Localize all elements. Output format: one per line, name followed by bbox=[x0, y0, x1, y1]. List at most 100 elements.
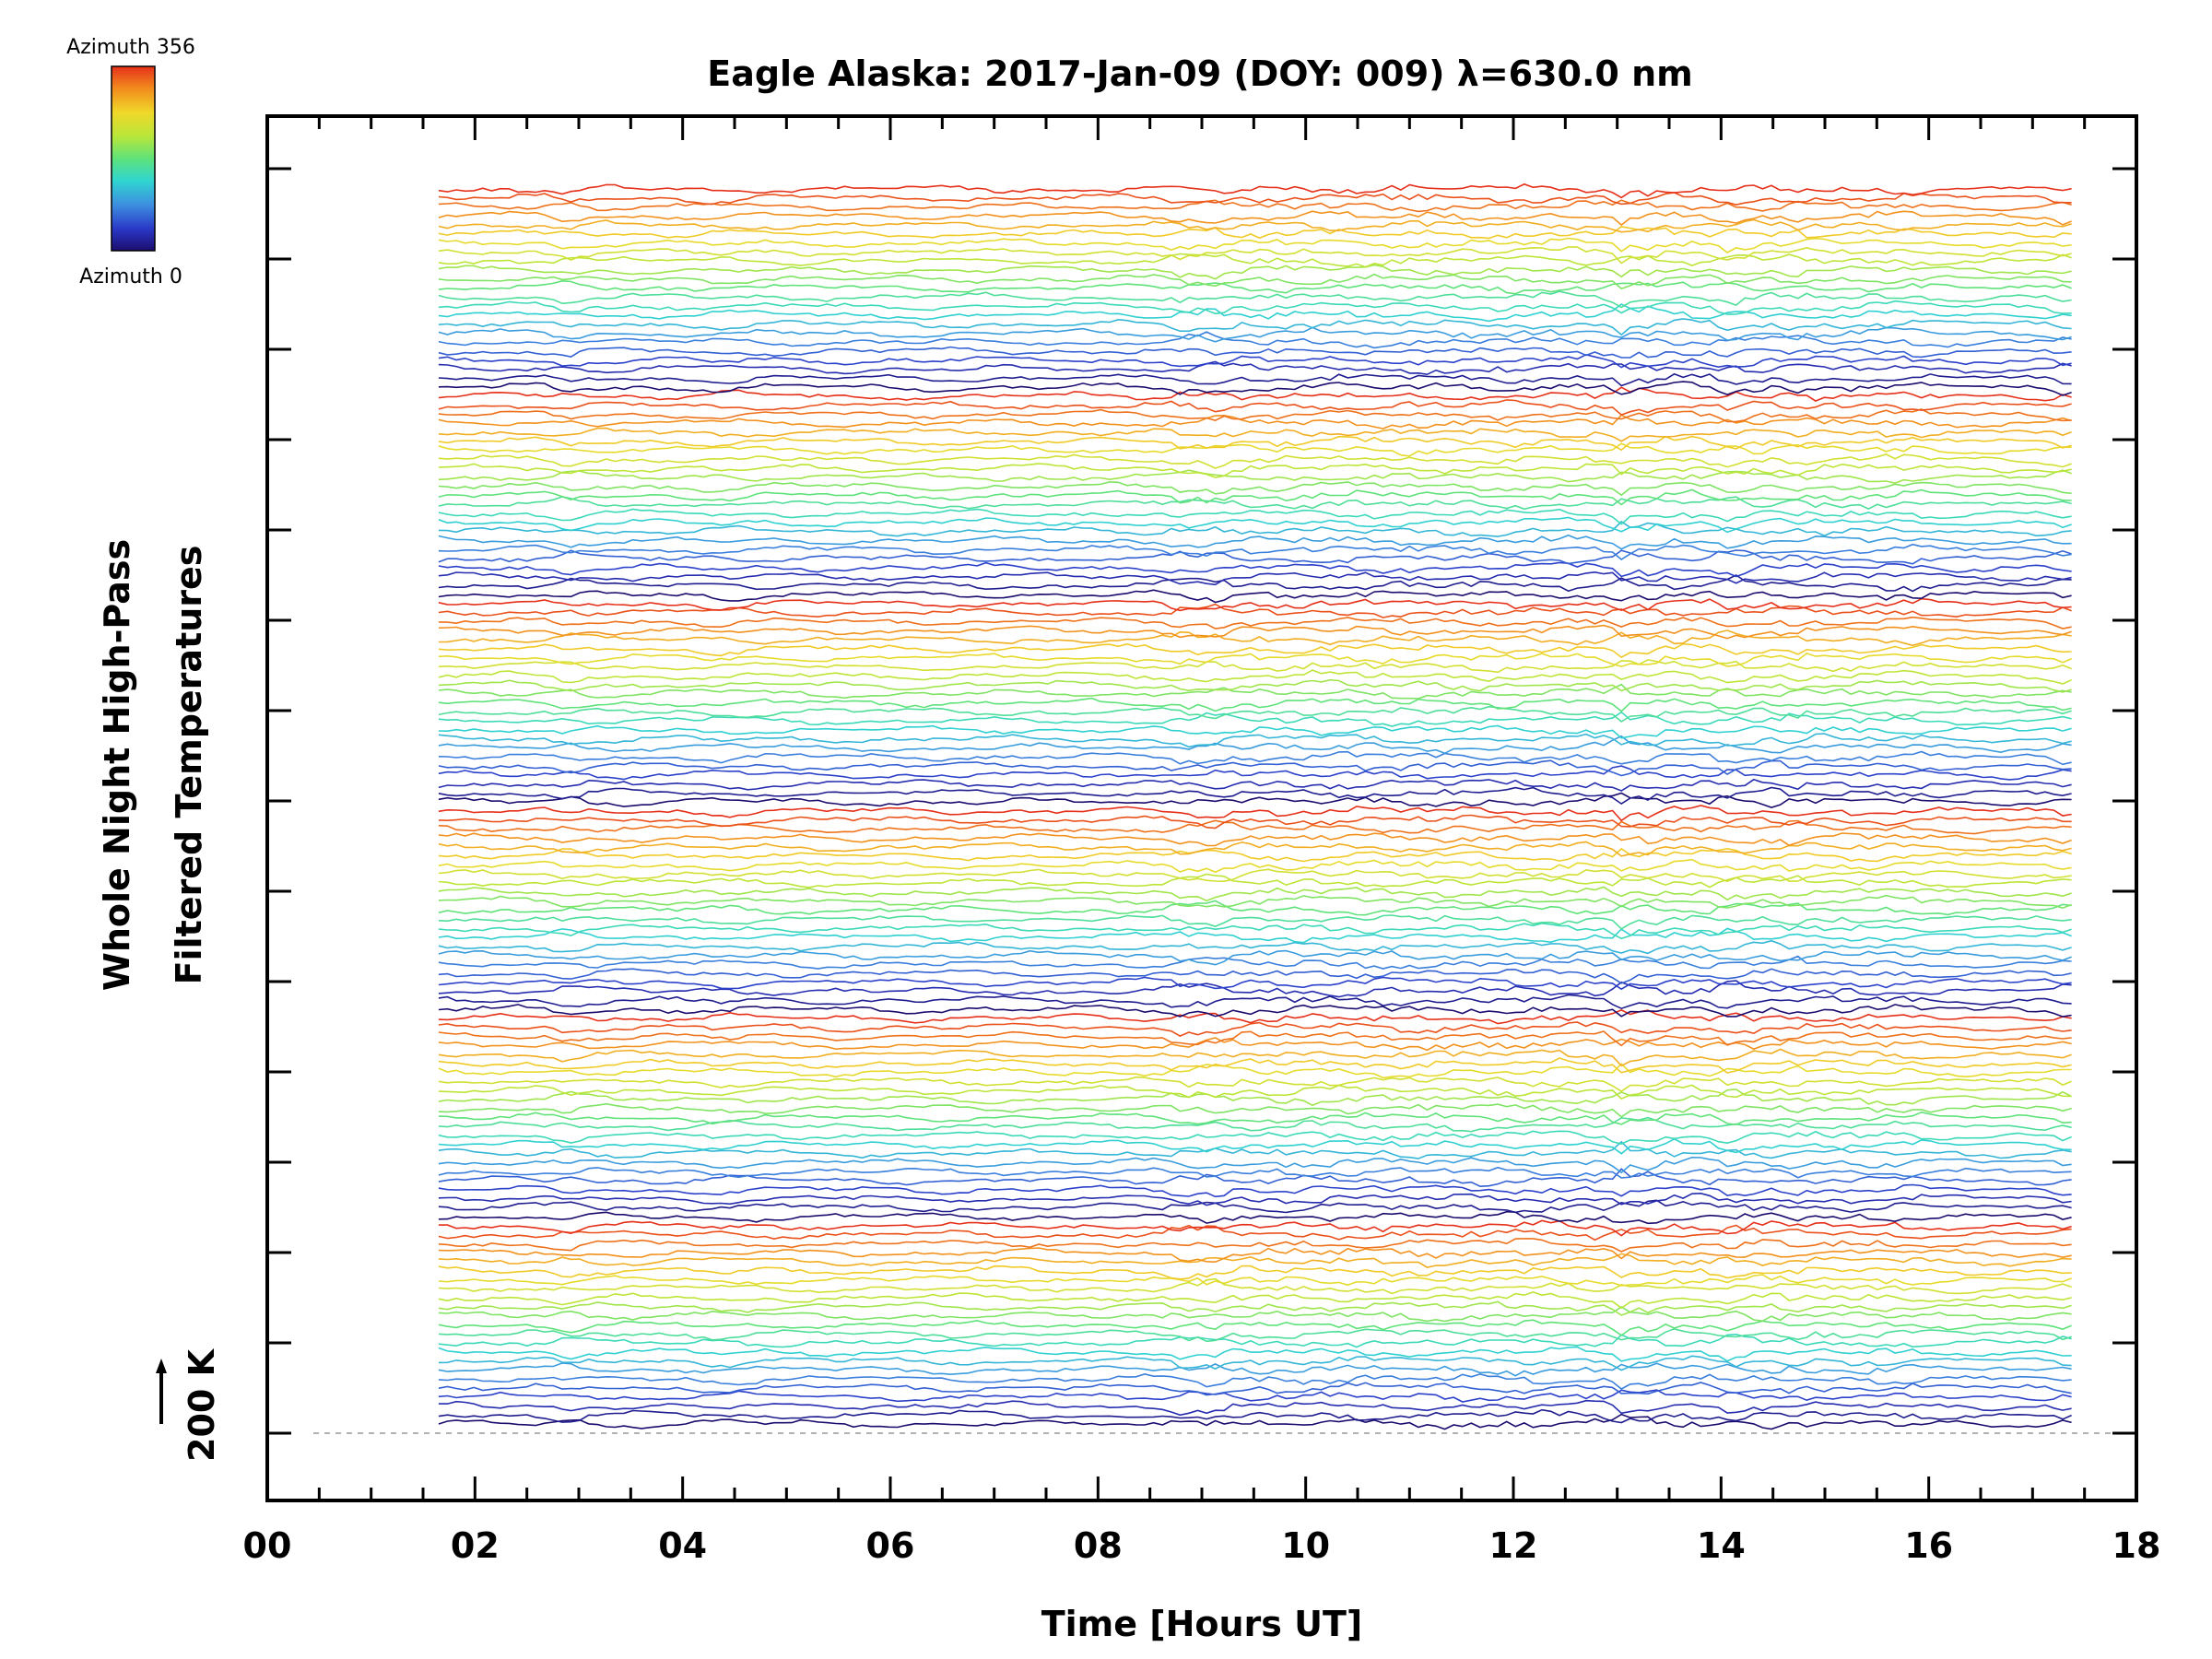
trace-line bbox=[438, 994, 2072, 1010]
trace-line bbox=[438, 253, 2072, 268]
trace-line bbox=[438, 408, 2072, 423]
trace-line bbox=[438, 516, 2072, 534]
trace-line bbox=[438, 750, 2072, 766]
trace-line bbox=[438, 273, 2072, 290]
trace-line bbox=[438, 1413, 2072, 1430]
trace-line bbox=[438, 360, 2072, 376]
x-tick-label: 14 bbox=[1697, 1525, 1746, 1566]
trace-line bbox=[438, 226, 2072, 240]
x-tick-label: 12 bbox=[1489, 1525, 1538, 1566]
trace-line bbox=[438, 759, 2072, 777]
trace-line bbox=[438, 1274, 2072, 1287]
colorbar-gradient bbox=[111, 65, 156, 252]
trace-line bbox=[438, 765, 2072, 781]
trace-line bbox=[438, 786, 2072, 806]
trace-line bbox=[438, 237, 2072, 253]
trace-line bbox=[438, 300, 2072, 315]
trace-line bbox=[438, 435, 2072, 452]
trace-line bbox=[438, 346, 2072, 359]
x-tick-label: 04 bbox=[658, 1525, 707, 1566]
trace-line bbox=[438, 210, 2072, 227]
trace-line bbox=[438, 1219, 2072, 1237]
trace-line bbox=[438, 508, 2072, 525]
trace-line bbox=[438, 1247, 2072, 1264]
trace-line bbox=[438, 1048, 2072, 1067]
trace-line bbox=[438, 386, 2072, 402]
trace-group bbox=[438, 182, 2072, 1430]
trace-line bbox=[438, 894, 2072, 910]
trace-line bbox=[438, 819, 2072, 835]
trace-line bbox=[438, 427, 2072, 442]
trace-line bbox=[438, 868, 2072, 883]
trace-line bbox=[438, 488, 2072, 506]
trace-line bbox=[438, 1057, 2072, 1074]
trace-line bbox=[438, 669, 2072, 685]
trace-line bbox=[438, 814, 2072, 830]
trace-line bbox=[438, 1183, 2072, 1198]
trace-line bbox=[438, 1004, 2072, 1018]
trace-line bbox=[438, 1192, 2072, 1206]
trace-line bbox=[438, 1021, 2072, 1037]
trace-line bbox=[438, 873, 2072, 888]
x-tick-label: 08 bbox=[1074, 1525, 1123, 1566]
trace-line bbox=[438, 326, 2072, 343]
trace-line bbox=[438, 659, 2072, 674]
trace-line bbox=[438, 463, 2072, 478]
trace-line bbox=[438, 353, 2072, 369]
trace-line bbox=[438, 805, 2072, 822]
trace-line bbox=[438, 1130, 2072, 1145]
trace-line bbox=[438, 1037, 2072, 1052]
colorbar-top-label: Azimuth 356 bbox=[66, 36, 195, 59]
trace-line bbox=[438, 290, 2072, 309]
trace-line bbox=[438, 1346, 2072, 1362]
trace-line bbox=[438, 453, 2072, 469]
trace-line bbox=[438, 318, 2072, 336]
trace-line bbox=[438, 303, 2072, 323]
trace-line bbox=[438, 1265, 2072, 1280]
trace-line bbox=[438, 1327, 2072, 1343]
trace-line bbox=[438, 1291, 2072, 1310]
trace-line bbox=[438, 678, 2072, 693]
trace-line bbox=[438, 1140, 2072, 1159]
trace-line bbox=[438, 1306, 2072, 1323]
trace-line bbox=[438, 481, 2072, 497]
colorbar: Azimuth 356 Azimuth 0 bbox=[66, 36, 195, 288]
trace-line bbox=[438, 1300, 2072, 1316]
trace-line bbox=[438, 705, 2072, 723]
x-tick-label: 16 bbox=[1904, 1525, 1953, 1566]
trace-line bbox=[438, 561, 2072, 578]
trace-line bbox=[438, 1199, 2072, 1214]
trace-line bbox=[438, 1399, 2072, 1417]
trace-line bbox=[438, 1408, 2072, 1424]
scale-bar-arrow-head bbox=[156, 1359, 167, 1373]
trace-line bbox=[438, 442, 2072, 457]
trace-line bbox=[438, 549, 2072, 565]
trace-line bbox=[438, 847, 2072, 863]
trace-line bbox=[438, 372, 2072, 387]
trace-line bbox=[438, 192, 2072, 206]
trace-line bbox=[438, 543, 2072, 560]
trace-line bbox=[438, 841, 2072, 857]
trace-line bbox=[438, 1277, 2072, 1295]
trace-line bbox=[438, 571, 2072, 586]
trace-line bbox=[438, 733, 2072, 748]
y-axis-label-line2: Filtered Temperatures bbox=[169, 546, 209, 985]
trace-line bbox=[438, 1210, 2072, 1225]
trace-line bbox=[438, 697, 2072, 712]
trace-line bbox=[438, 1009, 2072, 1025]
trace-line bbox=[438, 1102, 2072, 1118]
trace-line bbox=[438, 724, 2072, 739]
trace-line bbox=[438, 574, 2072, 593]
trace-line bbox=[438, 653, 2072, 668]
x-tick-label: 00 bbox=[243, 1525, 292, 1566]
trace-line bbox=[438, 1382, 2072, 1396]
trace-line bbox=[438, 1030, 2072, 1047]
trace-line bbox=[438, 914, 2072, 930]
trace-line bbox=[438, 735, 2072, 755]
trace-line bbox=[438, 949, 2072, 966]
colorbar-bottom-label: Azimuth 0 bbox=[79, 265, 182, 288]
axis-ticks: 00 02 04 06 08 10 12 14 16 18 bbox=[243, 116, 2160, 1566]
trace-line bbox=[438, 399, 2072, 417]
trace-line bbox=[438, 832, 2072, 847]
